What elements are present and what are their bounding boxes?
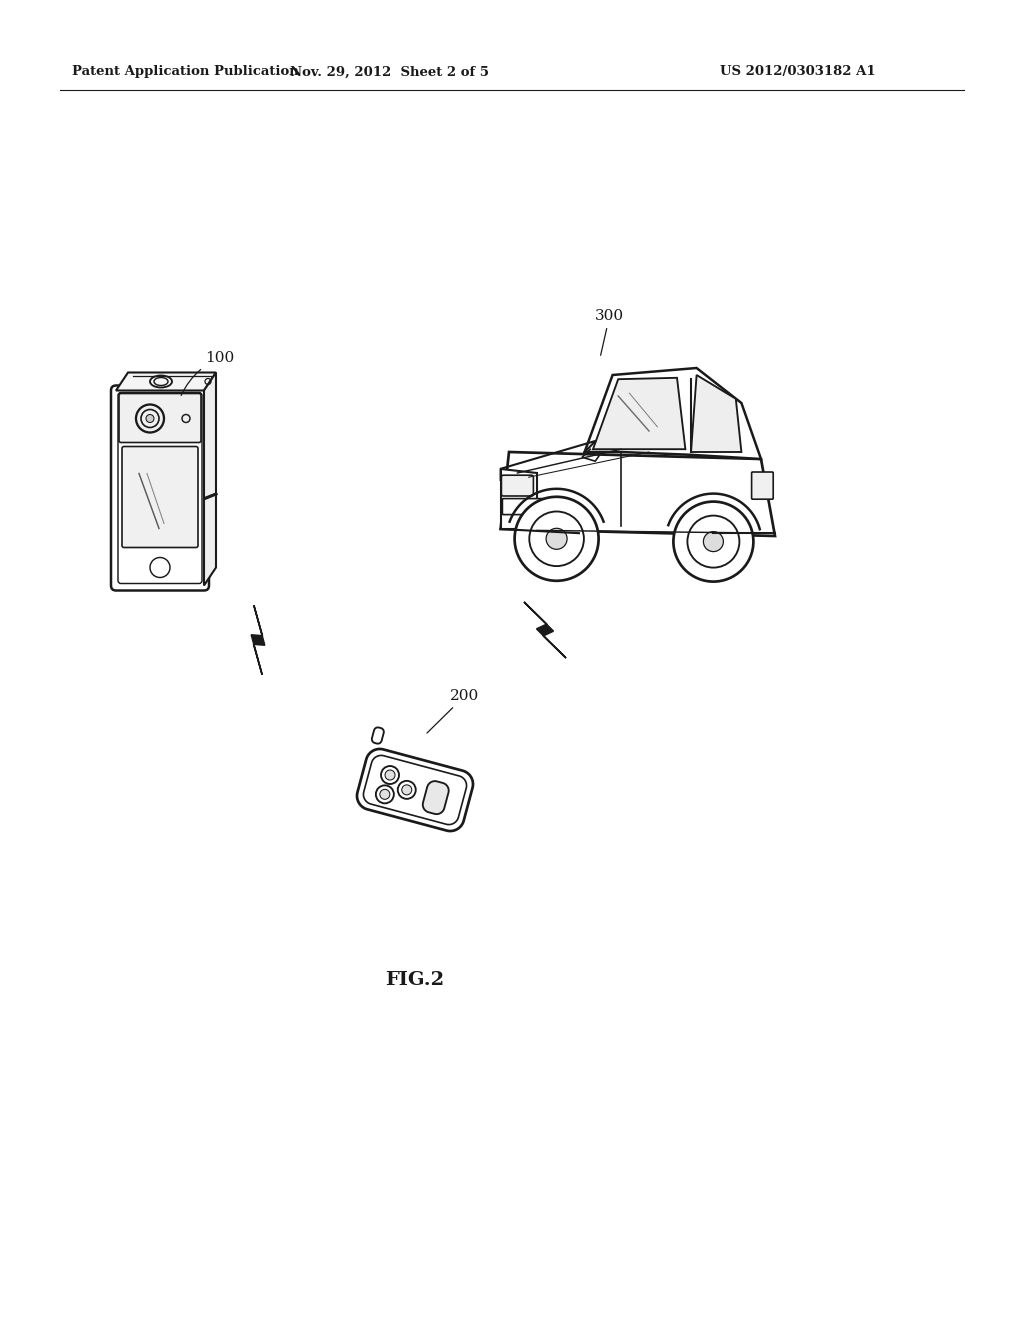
Circle shape [546,528,567,549]
Text: FIG.2: FIG.2 [385,972,444,989]
Circle shape [515,496,599,581]
Polygon shape [691,375,741,451]
Polygon shape [364,755,467,825]
Circle shape [703,532,723,552]
Text: 100: 100 [181,351,234,396]
Polygon shape [593,378,685,449]
FancyBboxPatch shape [111,385,209,590]
Circle shape [146,414,154,422]
FancyBboxPatch shape [503,499,549,515]
Polygon shape [524,602,566,659]
Polygon shape [204,372,216,586]
Circle shape [674,502,754,582]
Ellipse shape [401,785,412,795]
Text: 200: 200 [427,689,479,733]
FancyBboxPatch shape [122,446,198,548]
Polygon shape [116,372,216,391]
Text: US 2012/0303182 A1: US 2012/0303182 A1 [720,66,876,78]
FancyBboxPatch shape [119,393,201,442]
Polygon shape [501,469,537,529]
Polygon shape [423,781,449,814]
Polygon shape [501,451,775,536]
FancyBboxPatch shape [502,475,534,496]
Polygon shape [251,606,264,675]
Text: 300: 300 [595,309,624,355]
Text: Nov. 29, 2012  Sheet 2 of 5: Nov. 29, 2012 Sheet 2 of 5 [291,66,489,78]
Polygon shape [585,368,761,459]
Polygon shape [357,748,473,832]
Text: Patent Application Publication: Patent Application Publication [72,66,299,78]
Ellipse shape [385,770,395,780]
Ellipse shape [380,789,390,800]
FancyBboxPatch shape [752,473,773,499]
Polygon shape [372,727,384,743]
